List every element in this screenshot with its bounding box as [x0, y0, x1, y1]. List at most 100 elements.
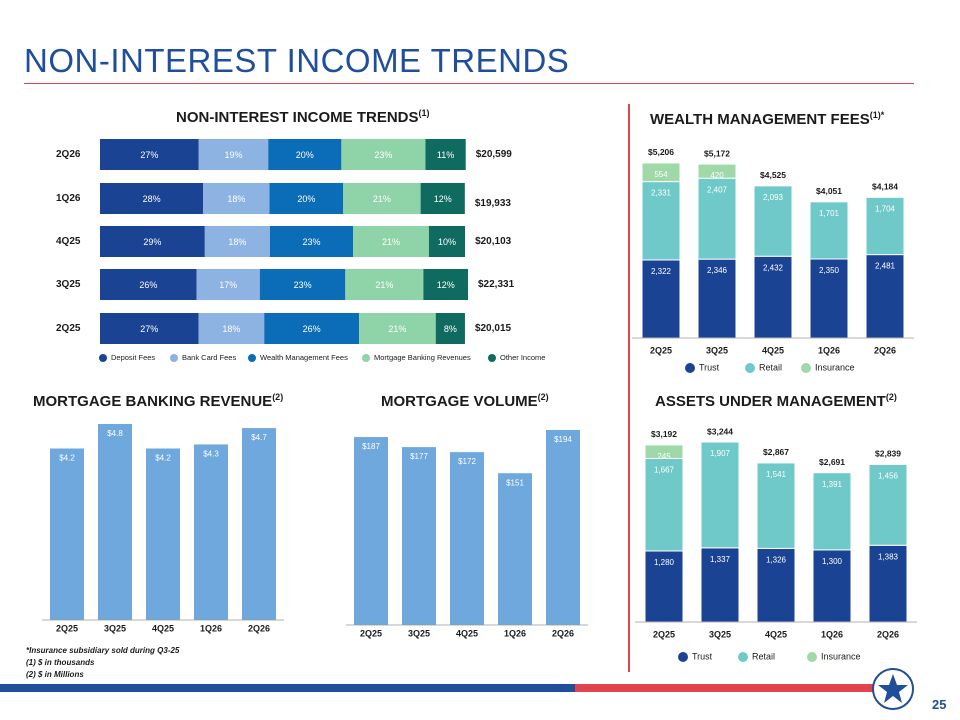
x-tick-label: 4Q25 — [152, 623, 174, 633]
x-tick-label: 2Q25 — [56, 623, 78, 633]
ni-total-label: $19,933 — [475, 198, 512, 209]
bar-value-label: 2,407 — [707, 185, 728, 194]
legend-label-mortgage-banking-revenues: Mortgage Banking Revenues — [374, 353, 471, 362]
legend-swatch-bank-card-fees — [170, 354, 178, 362]
bar-2q25 — [354, 437, 388, 625]
ni-segment-bank-card-fees — [203, 183, 270, 214]
bar-3q25 — [98, 424, 132, 620]
bar-3q25 — [402, 447, 436, 625]
ni-segment-mortgage-banking-revenues — [353, 226, 429, 257]
bar-value-label: 2,346 — [707, 266, 728, 275]
ni-segment-mortgage-banking-revenues — [343, 183, 421, 214]
x-tick-label: 4Q25 — [456, 628, 478, 638]
ni-segment-label: 20% — [297, 194, 315, 204]
legend-swatch-trust — [685, 363, 695, 373]
bar-trust-2q25 — [641, 259, 681, 339]
legend-label-wealth-management-fees: Wealth Management Fees — [260, 353, 348, 362]
bar-value-label: 1,280 — [654, 558, 675, 567]
bar-2q26 — [546, 430, 580, 625]
bar-retail-1q26 — [809, 201, 849, 260]
bar-total-label: $4,525 — [760, 170, 786, 180]
bar-retail-4q25 — [756, 462, 796, 549]
bar-trust-2q26 — [865, 254, 905, 339]
bar-value-label: 1,337 — [710, 555, 731, 564]
x-tick-label: 2Q26 — [874, 345, 896, 355]
bar-trust-1q26 — [809, 258, 849, 339]
ni-segment-mortgage-banking-revenues — [359, 313, 436, 344]
bar-retail-1q26 — [812, 472, 852, 551]
ni-segment-label: 18% — [228, 237, 246, 247]
bar-2q25 — [50, 448, 84, 620]
ni-segment-label: 26% — [139, 280, 157, 290]
ni-segment-deposit-fees — [100, 226, 205, 257]
footnote-insurance: *Insurance subsidiary sold during Q3-25 — [26, 646, 180, 655]
wealth-management-fees-title: WEALTH MANAGEMENT FEES(1)* — [650, 110, 885, 128]
bottom-band — [0, 684, 960, 692]
ni-segment-label: 29% — [143, 237, 161, 247]
bar-value-label: 1,667 — [654, 466, 675, 475]
ni-row-label: 2Q26 — [56, 149, 81, 160]
x-tick-label: 2Q25 — [650, 345, 672, 355]
ni-row-label: 1Q26 — [56, 193, 81, 204]
bar-retail-3q25 — [697, 177, 737, 260]
legend-swatch-deposit-fees — [99, 354, 107, 362]
ni-segment-label: 18% — [227, 194, 245, 204]
band-blue — [0, 684, 575, 692]
ni-total-label: $20,103 — [475, 236, 512, 247]
bar-insurance-3q25 — [697, 163, 737, 179]
x-tick-label: 2Q25 — [653, 629, 675, 639]
bar-value-label: 2,322 — [651, 267, 672, 276]
bar-total-label: $4,184 — [872, 182, 898, 192]
footnote-millions: (2) $ in Millions — [26, 670, 84, 679]
ni-segment-label: 19% — [224, 150, 242, 160]
x-tick-label: 3Q25 — [709, 629, 731, 639]
star-logo-icon — [872, 668, 914, 710]
legend-label-retail: Retail — [759, 362, 782, 372]
x-tick-label: 1Q26 — [200, 623, 222, 633]
bar-value-label: $194 — [554, 435, 572, 444]
x-tick-label: 2Q26 — [248, 623, 270, 633]
ni-segment-wealth-management-fees — [259, 269, 346, 300]
bar-value-label: 1,383 — [878, 552, 899, 561]
bar-value-label: 1,326 — [766, 556, 787, 565]
ni-segment-bank-card-fees — [204, 226, 270, 257]
bar-trust-3q25 — [700, 547, 740, 623]
ni-segment-label: 21% — [373, 194, 391, 204]
legend-swatch-trust — [678, 652, 688, 662]
footnote-thousands: (1) $ in thousands — [26, 658, 95, 667]
ni-row-label: 4Q25 — [56, 236, 81, 247]
legend-label-deposit-fees: Deposit Fees — [111, 353, 155, 362]
bar-trust-4q25 — [753, 255, 793, 339]
bar-value-label: 2,093 — [763, 193, 784, 202]
footnotes: *Insurance subsidiary sold during Q3-25 … — [26, 645, 179, 681]
bar-2q26 — [242, 428, 276, 620]
ni-segment-wealth-management-fees — [268, 139, 342, 170]
x-tick-label: 1Q26 — [818, 345, 840, 355]
bar-value-label: $4.8 — [107, 429, 123, 438]
ni-segment-other-income — [428, 226, 466, 257]
legend-swatch-retail — [745, 363, 755, 373]
x-tick-label: 2Q26 — [877, 629, 899, 639]
bar-value-label: $4.7 — [251, 433, 267, 442]
legend-swatch-insurance — [801, 363, 811, 373]
ni-total-label: $20,599 — [476, 149, 513, 160]
ni-segment-label: 8% — [444, 324, 457, 334]
legend-swatch-retail — [738, 652, 748, 662]
bar-retail-2q26 — [865, 196, 905, 256]
ni-segment-deposit-fees — [100, 313, 199, 344]
ni-segment-label: 12% — [434, 194, 452, 204]
legend-swatch-wealth-management-fees — [248, 354, 256, 362]
ni-segment-wealth-management-fees — [264, 313, 360, 344]
legend-label-insurance: Insurance — [815, 362, 855, 372]
ni-segment-label: 26% — [303, 324, 321, 334]
x-tick-label: 3Q25 — [408, 628, 430, 638]
non-interest-income-title: NON-INTEREST INCOME TRENDS(1) — [176, 108, 430, 126]
ni-segment-mortgage-banking-revenues — [341, 139, 426, 170]
bar-total-label: $4,051 — [816, 186, 842, 196]
ni-segment-label: 21% — [388, 324, 406, 334]
ni-segment-mortgage-banking-revenues — [345, 269, 424, 300]
bar-total-label: $5,206 — [648, 147, 674, 157]
ni-segment-other-income — [423, 269, 468, 300]
bar-trust-2q25 — [644, 550, 684, 623]
